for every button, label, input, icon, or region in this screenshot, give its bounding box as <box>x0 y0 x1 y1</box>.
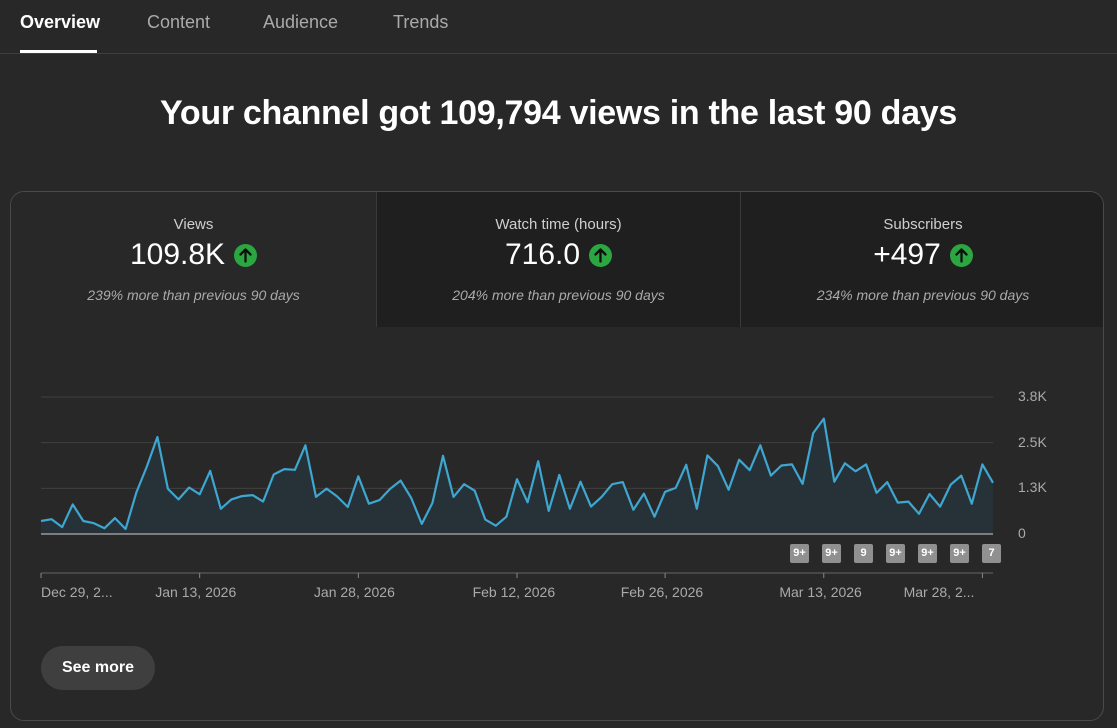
active-tab-indicator <box>20 50 97 53</box>
metric-value: 109.8K <box>129 238 226 271</box>
video-publish-badge[interactable]: 9+ <box>790 544 809 563</box>
metric-tab-subscribers[interactable]: Subscribers +497 234% more than previous… <box>740 192 1103 327</box>
metric-value: +497 <box>873 238 941 271</box>
y-tick-label: 0 <box>1018 525 1026 541</box>
video-publish-badge[interactable]: 7 <box>982 544 1001 563</box>
arrow-up-icon <box>589 243 613 267</box>
tab-trends[interactable]: Trends <box>393 12 449 32</box>
tab-content[interactable]: Content <box>147 12 211 32</box>
page-headline: Your channel got 109,794 views in the la… <box>160 94 957 132</box>
arrow-up-icon <box>949 243 973 267</box>
metric-label: Views <box>173 216 214 233</box>
views-chart-svg <box>40 396 994 578</box>
video-publish-badge[interactable]: 9+ <box>822 544 841 563</box>
metric-tab-watch-time[interactable]: Watch time (hours) 716.0 204% more than … <box>376 192 740 327</box>
metric-comparison: 204% more than previous 90 days <box>452 287 665 303</box>
video-publish-badge[interactable]: 9+ <box>950 544 969 563</box>
see-more-button[interactable]: See more <box>41 646 155 690</box>
x-tick-label: Jan 13, 2026 <box>155 584 237 600</box>
x-tick-label: Feb 12, 2026 <box>472 584 556 600</box>
overview-card: Views 109.8K 239% more than previous 90 … <box>10 191 1104 721</box>
metric-label: Subscribers <box>883 216 963 233</box>
views-line <box>40 417 994 531</box>
video-publish-badge[interactable]: 9 <box>854 544 873 563</box>
metric-value: 716.0 <box>504 238 581 271</box>
arrow-up-icon <box>234 243 258 267</box>
y-tick-label: 1.3K <box>1018 479 1047 496</box>
x-tick-label: Feb 26, 2026 <box>620 584 704 600</box>
x-tick-label: Mar 13, 2026 <box>779 584 862 600</box>
metric-tab-views[interactable]: Views 109.8K 239% more than previous 90 … <box>11 192 376 327</box>
metric-comparison: 234% more than previous 90 days <box>816 287 1030 303</box>
metric-comparison: 239% more than previous 90 days <box>87 287 300 303</box>
metric-label: Watch time (hours) <box>495 216 622 233</box>
tab-audience[interactable]: Audience <box>263 12 339 32</box>
x-tick-label: Mar 28, 2... <box>903 584 975 600</box>
video-publish-badge[interactable]: 9+ <box>886 544 905 563</box>
x-tick-label: Jan 28, 2026 <box>313 584 395 600</box>
y-tick-label: 3.8K <box>1018 388 1047 404</box>
video-publish-badge[interactable]: 9+ <box>918 544 937 563</box>
y-tick-label: 2.5K <box>1018 433 1047 450</box>
x-tick-label: Dec 29, 2... <box>41 584 113 600</box>
tab-overview[interactable]: Overview <box>20 12 101 32</box>
views-area <box>41 418 993 534</box>
tab-bar: Overview Content Audience Trends <box>0 0 1117 54</box>
